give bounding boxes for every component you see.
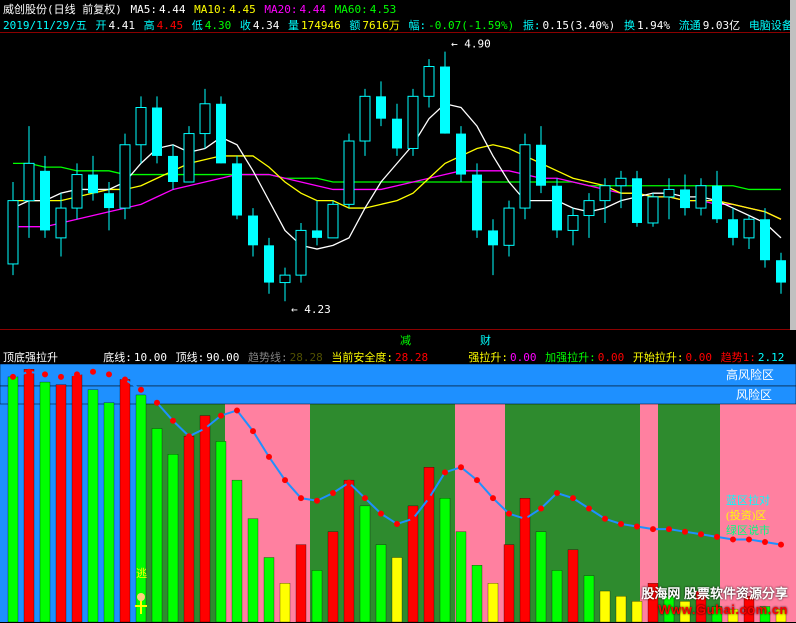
start-label: 开始拉升:	[633, 349, 684, 365]
close-value: 4.34	[253, 19, 280, 32]
svg-text:(投资)区: (投资)区	[726, 508, 766, 522]
amt-value: 7616万	[362, 17, 400, 33]
safe-value: 28.28	[395, 351, 428, 364]
svg-text:蓝区拉对: 蓝区拉对	[726, 493, 770, 507]
watermark: 股海网 股票软件资源分享 Www.Guhai.com.cn	[641, 586, 788, 618]
ma10-label: MA10:	[194, 3, 227, 16]
trend-value: 28.28	[290, 351, 323, 364]
start-value: 0.00	[686, 351, 713, 364]
label-jian: 减	[400, 332, 411, 348]
trend-label: 趋势线:	[248, 349, 288, 365]
float-label: 流通	[679, 17, 701, 33]
amp-label: 振:	[523, 17, 541, 33]
watermark-line2: Www.Guhai.com.cn	[641, 602, 788, 618]
ma5-label: MA5:	[131, 3, 158, 16]
accel-value: 0.00	[598, 351, 625, 364]
float-value: 9.03亿	[703, 17, 741, 33]
svg-text:← 4.23: ← 4.23	[291, 303, 331, 316]
candlestick-chart[interactable]: ← 4.90 ← 4.23	[0, 32, 796, 330]
bot-label: 底线:	[103, 349, 132, 365]
ma20-value: 4.44	[300, 3, 327, 16]
vol-value: 174946	[301, 19, 341, 32]
ma20-label: MA20:	[264, 3, 297, 16]
watermark-line1: 股海网 股票软件资源分享	[641, 586, 788, 602]
mid-labels: 减 财	[0, 330, 796, 348]
ma-header: 威创股份(日线 前复权) MA5:4.44 MA10:4.45 MA20:4.4…	[0, 0, 796, 16]
right-scrollbar[interactable]	[790, 0, 796, 330]
top-label: 顶线:	[176, 349, 205, 365]
open-value: 4.41	[108, 19, 135, 32]
indicator-chart[interactable]: 高风险区风险区蓝区拉对(投资)区绿区说市逃 股海网 股票软件资源分享 Www.G…	[0, 364, 796, 622]
amp-value: 0.15(3.40%)	[542, 19, 615, 32]
ma10-value: 4.45	[229, 3, 256, 16]
open-label: 开	[95, 17, 106, 33]
range-value: -0.07(-1.59%)	[428, 19, 514, 32]
ma60-label: MA60:	[335, 3, 368, 16]
t1-value: 2.12	[758, 351, 785, 364]
vol-label: 量	[288, 17, 299, 33]
close-label: 收	[240, 17, 251, 33]
ma60-value: 4.53	[370, 3, 397, 16]
accel-label: 加强拉升:	[545, 349, 596, 365]
high-value: 4.45	[157, 19, 184, 32]
ma5-value: 4.44	[159, 3, 186, 16]
amt-label: 额	[349, 17, 360, 33]
high-label: 高	[144, 17, 155, 33]
t1-label: 趋势1:	[721, 349, 756, 365]
date: 2019/11/29/五	[3, 17, 87, 33]
ohlc-header: 2019/11/29/五 开4.41 高4.45 低4.30 收4.34 量17…	[0, 16, 796, 32]
bot-value: 10.00	[134, 351, 167, 364]
svg-text:风险区: 风险区	[736, 387, 772, 402]
turn-value: 1.94%	[637, 19, 670, 32]
svg-text:逃: 逃	[136, 567, 147, 580]
indicator-header: 顶底强拉升 底线:10.00 顶线:90.00 趋势线:28.28 当前安全度:…	[0, 348, 796, 364]
range-label: 幅:	[408, 17, 426, 33]
sector: 电脑设备	[749, 17, 793, 33]
top-value: 90.00	[206, 351, 239, 364]
svg-text:高风险区: 高风险区	[726, 367, 774, 382]
indicator-name: 顶底强拉升	[3, 349, 58, 365]
low-value: 4.30	[205, 19, 232, 32]
strong-label: 强拉升:	[468, 349, 508, 365]
turn-label: 换	[624, 17, 635, 33]
label-cai: 财	[480, 332, 491, 348]
stock-name: 威创股份(日线 前复权)	[3, 1, 122, 17]
svg-text:绿区说市: 绿区说市	[726, 523, 770, 537]
svg-text:← 4.90: ← 4.90	[451, 38, 491, 51]
safe-label: 当前安全度:	[331, 349, 393, 365]
low-label: 低	[192, 17, 203, 33]
strong-value: 0.00	[510, 351, 537, 364]
